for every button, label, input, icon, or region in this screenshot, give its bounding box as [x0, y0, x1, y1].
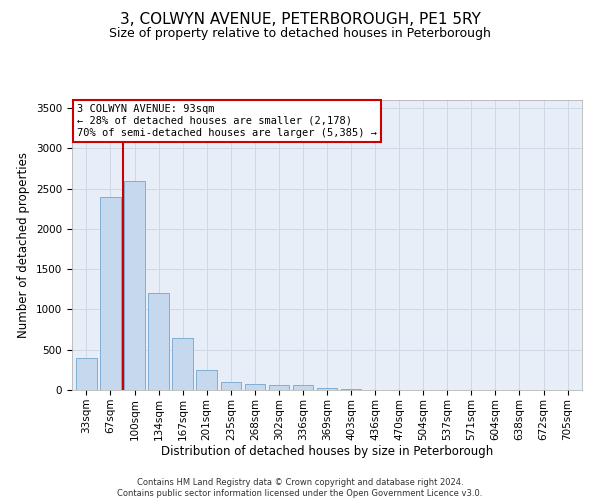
- Text: Contains HM Land Registry data © Crown copyright and database right 2024.
Contai: Contains HM Land Registry data © Crown c…: [118, 478, 482, 498]
- Bar: [341, 389, 361, 390]
- Text: 3 COLWYN AVENUE: 93sqm
← 28% of detached houses are smaller (2,178)
70% of semi-: 3 COLWYN AVENUE: 93sqm ← 28% of detached…: [77, 104, 377, 138]
- Bar: [172, 338, 193, 390]
- Bar: [269, 385, 289, 390]
- Text: Size of property relative to detached houses in Peterborough: Size of property relative to detached ho…: [109, 28, 491, 40]
- Text: 3, COLWYN AVENUE, PETERBOROUGH, PE1 5RY: 3, COLWYN AVENUE, PETERBOROUGH, PE1 5RY: [119, 12, 481, 28]
- Bar: [100, 196, 121, 390]
- Bar: [221, 382, 241, 390]
- Bar: [148, 294, 169, 390]
- Bar: [293, 385, 313, 390]
- Bar: [317, 388, 337, 390]
- Bar: [124, 180, 145, 390]
- Y-axis label: Number of detached properties: Number of detached properties: [17, 152, 31, 338]
- Bar: [245, 384, 265, 390]
- X-axis label: Distribution of detached houses by size in Peterborough: Distribution of detached houses by size …: [161, 446, 493, 458]
- Bar: [196, 370, 217, 390]
- Bar: [76, 358, 97, 390]
